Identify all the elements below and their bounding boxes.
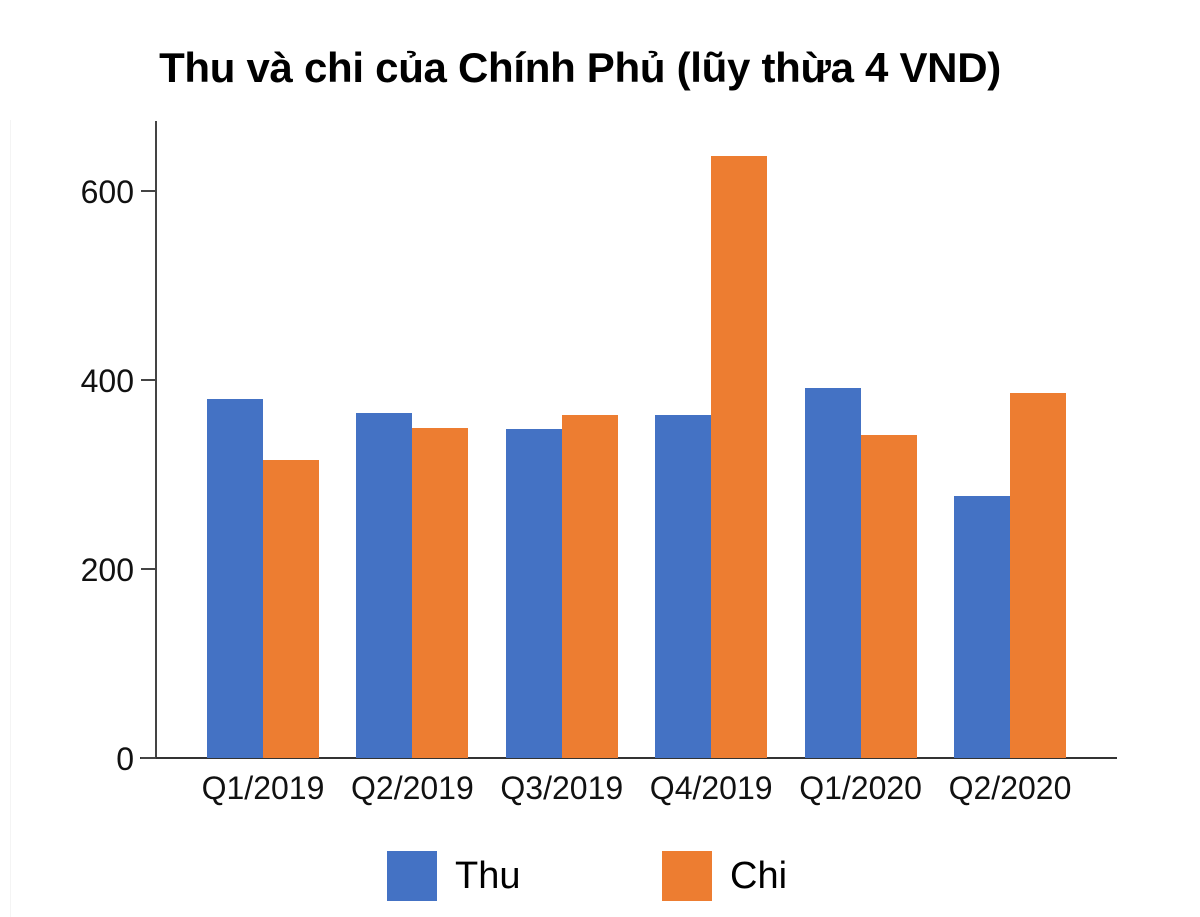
y-tick xyxy=(141,190,156,192)
legend-swatch-chi xyxy=(662,851,712,901)
legend-swatch-thu xyxy=(387,851,437,901)
y-tick-label: 400 xyxy=(80,363,134,399)
y-axis-line xyxy=(155,121,157,759)
y-tick-label: 200 xyxy=(80,552,134,588)
bar-thu[interactable] xyxy=(655,414,712,758)
x-tick-label: Q2/2020 xyxy=(948,770,1072,806)
x-tick-label: Q1/2019 xyxy=(201,770,325,806)
bar-chi[interactable] xyxy=(263,460,319,758)
y-tick xyxy=(141,379,156,381)
y-tick xyxy=(141,757,156,759)
legend-label-chi: Chi xyxy=(730,855,788,897)
bar-thu[interactable] xyxy=(954,496,1010,758)
chart-title: Thu và chi của Chính Phủ (lũy thừa 4 VND… xyxy=(159,44,1001,91)
bar-chi[interactable] xyxy=(561,414,618,758)
y-tick xyxy=(141,568,156,570)
legend-label-thu: Thu xyxy=(455,855,521,897)
bar-chi[interactable] xyxy=(412,428,469,758)
bar-thu[interactable] xyxy=(207,398,263,758)
bar-thu[interactable] xyxy=(804,387,861,758)
x-tick-label: Q2/2019 xyxy=(351,770,474,806)
x-axis-line xyxy=(140,757,1117,759)
y-tick-label: 0 xyxy=(116,741,134,777)
x-tick-label: Q4/2019 xyxy=(649,770,773,806)
x-tick-label: Q3/2019 xyxy=(500,770,624,806)
bar-thu[interactable] xyxy=(505,429,562,758)
y-tick-label: 600 xyxy=(80,174,134,210)
bar-chi[interactable] xyxy=(1010,393,1066,758)
chart-panel-edge xyxy=(10,120,11,917)
bar-thu[interactable] xyxy=(356,413,413,758)
bar-chi[interactable] xyxy=(711,156,768,758)
bar-chi[interactable] xyxy=(860,434,917,758)
x-tick-label: Q1/2020 xyxy=(799,770,922,806)
